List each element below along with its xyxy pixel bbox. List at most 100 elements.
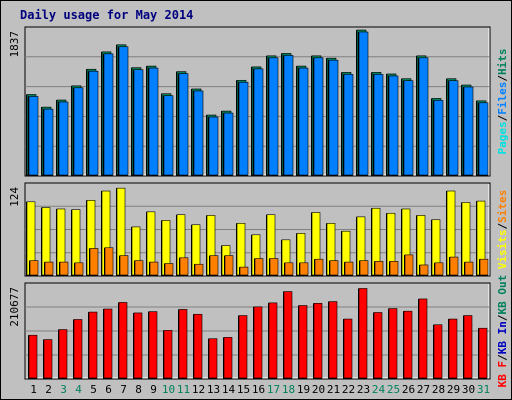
sites-bar-11 [179,257,189,276]
day-label-21: 21 [327,383,340,396]
files-bar-7 [118,46,129,176]
day-label-23: 23 [357,383,370,396]
kbf-bar-26 [403,310,413,379]
day-label-8: 8 [135,383,142,396]
day-label-14: 14 [222,383,236,396]
kbf-bar-29 [448,318,458,379]
files-bar-1 [28,96,39,176]
files-bar-23 [358,31,369,176]
kbf-bar-19 [298,305,308,379]
panel-2-max-label: 124 [8,187,21,207]
files-bar-8 [133,69,144,176]
sites-bar-5 [89,248,99,276]
kbf-bar-22 [343,318,353,379]
legend-entry: Pages [496,121,509,154]
day-label-16: 16 [252,383,265,396]
kbf-bar-27 [418,298,428,379]
sites-bar-28 [434,262,444,276]
day-label-24: 24 [372,383,386,396]
panel-1-legend: Pages/Files/Hits [496,49,509,155]
sites-bar-22 [344,261,354,276]
sites-bar-20 [314,258,324,276]
files-bar-29 [448,80,459,176]
kbf-bar-13 [208,338,218,379]
files-bar-6 [103,53,114,176]
kbf-bar-20 [313,303,323,379]
files-bar-22 [343,74,354,176]
files-bar-19 [298,67,309,176]
kbf-bar-5 [88,311,98,379]
day-label-10: 10 [162,383,175,396]
kbf-bar-31 [478,327,488,379]
panel-2-legend: Visits/Sites [496,190,509,270]
files-bar-13 [208,116,219,176]
day-label-19: 19 [297,383,310,396]
sites-bar-8 [134,260,144,276]
kbf-bar-18 [283,291,293,379]
kbf-bar-14 [223,337,233,379]
day-label-13: 13 [207,383,220,396]
sites-bar-4 [74,262,84,276]
kbf-bar-15 [238,315,248,379]
day-label-28: 28 [432,383,445,396]
sites-bar-6 [104,247,114,276]
legend-entry: / [496,75,509,82]
legend-entry: KB Out [496,275,509,315]
files-bar-21 [328,59,339,176]
legend-entry: KB In [496,321,509,354]
kbf-bar-8 [133,312,143,379]
sites-bar-1 [29,260,39,276]
kbf-bar-4 [73,319,83,379]
kbf-bar-11 [178,309,188,379]
day-label-12: 12 [192,383,205,396]
day-label-2: 2 [45,383,52,396]
sites-bar-23 [359,260,369,276]
sites-bar-18 [284,262,294,276]
files-bar-10 [163,95,174,176]
kbf-bar-25 [388,308,398,379]
sites-bar-31 [479,258,489,276]
day-label-11: 11 [177,383,190,396]
kbf-bar-10 [163,330,173,379]
day-label-18: 18 [282,383,295,396]
kbf-bar-12 [193,313,203,379]
files-bar-17 [268,57,279,176]
day-label-4: 4 [75,383,82,396]
files-bar-12 [193,90,204,176]
kbf-bar-30 [463,315,473,379]
sites-bar-14 [224,255,234,276]
sites-bar-30 [464,261,474,276]
files-bar-27 [418,57,429,176]
kbf-bar-9 [148,311,158,379]
legend-entry: Hits [496,49,509,76]
kbf-bar-1 [28,334,38,379]
day-label-15: 15 [237,383,250,396]
files-bar-11 [178,73,189,176]
legend-entry: / [496,114,509,121]
files-bar-31 [478,102,489,176]
legend-entry: / [496,354,509,361]
files-bar-30 [463,86,474,176]
sites-bar-15 [239,266,249,276]
day-label-17: 17 [267,383,280,396]
files-bar-24 [373,74,384,176]
files-bar-2 [43,108,54,176]
sites-bar-16 [254,258,264,276]
sites-bar-17 [269,258,279,276]
kbf-bar-3 [58,329,68,379]
panel-1-max-label: 1837 [8,31,21,58]
files-bar-3 [58,101,69,176]
sites-bar-9 [149,261,159,276]
chart-title: Daily usage for May 2014 [20,8,194,22]
files-bar-26 [403,80,414,176]
panel-3-max-label: 210677 [8,287,21,327]
sites-bar-2 [44,261,54,276]
files-bar-15 [238,81,249,176]
sites-bar-10 [164,263,174,276]
day-label-6: 6 [105,383,112,396]
kbf-bar-24 [373,312,383,379]
panel-3-legend: KB F/KB In/KB Out [496,275,509,388]
legend-entry: / [496,223,509,230]
